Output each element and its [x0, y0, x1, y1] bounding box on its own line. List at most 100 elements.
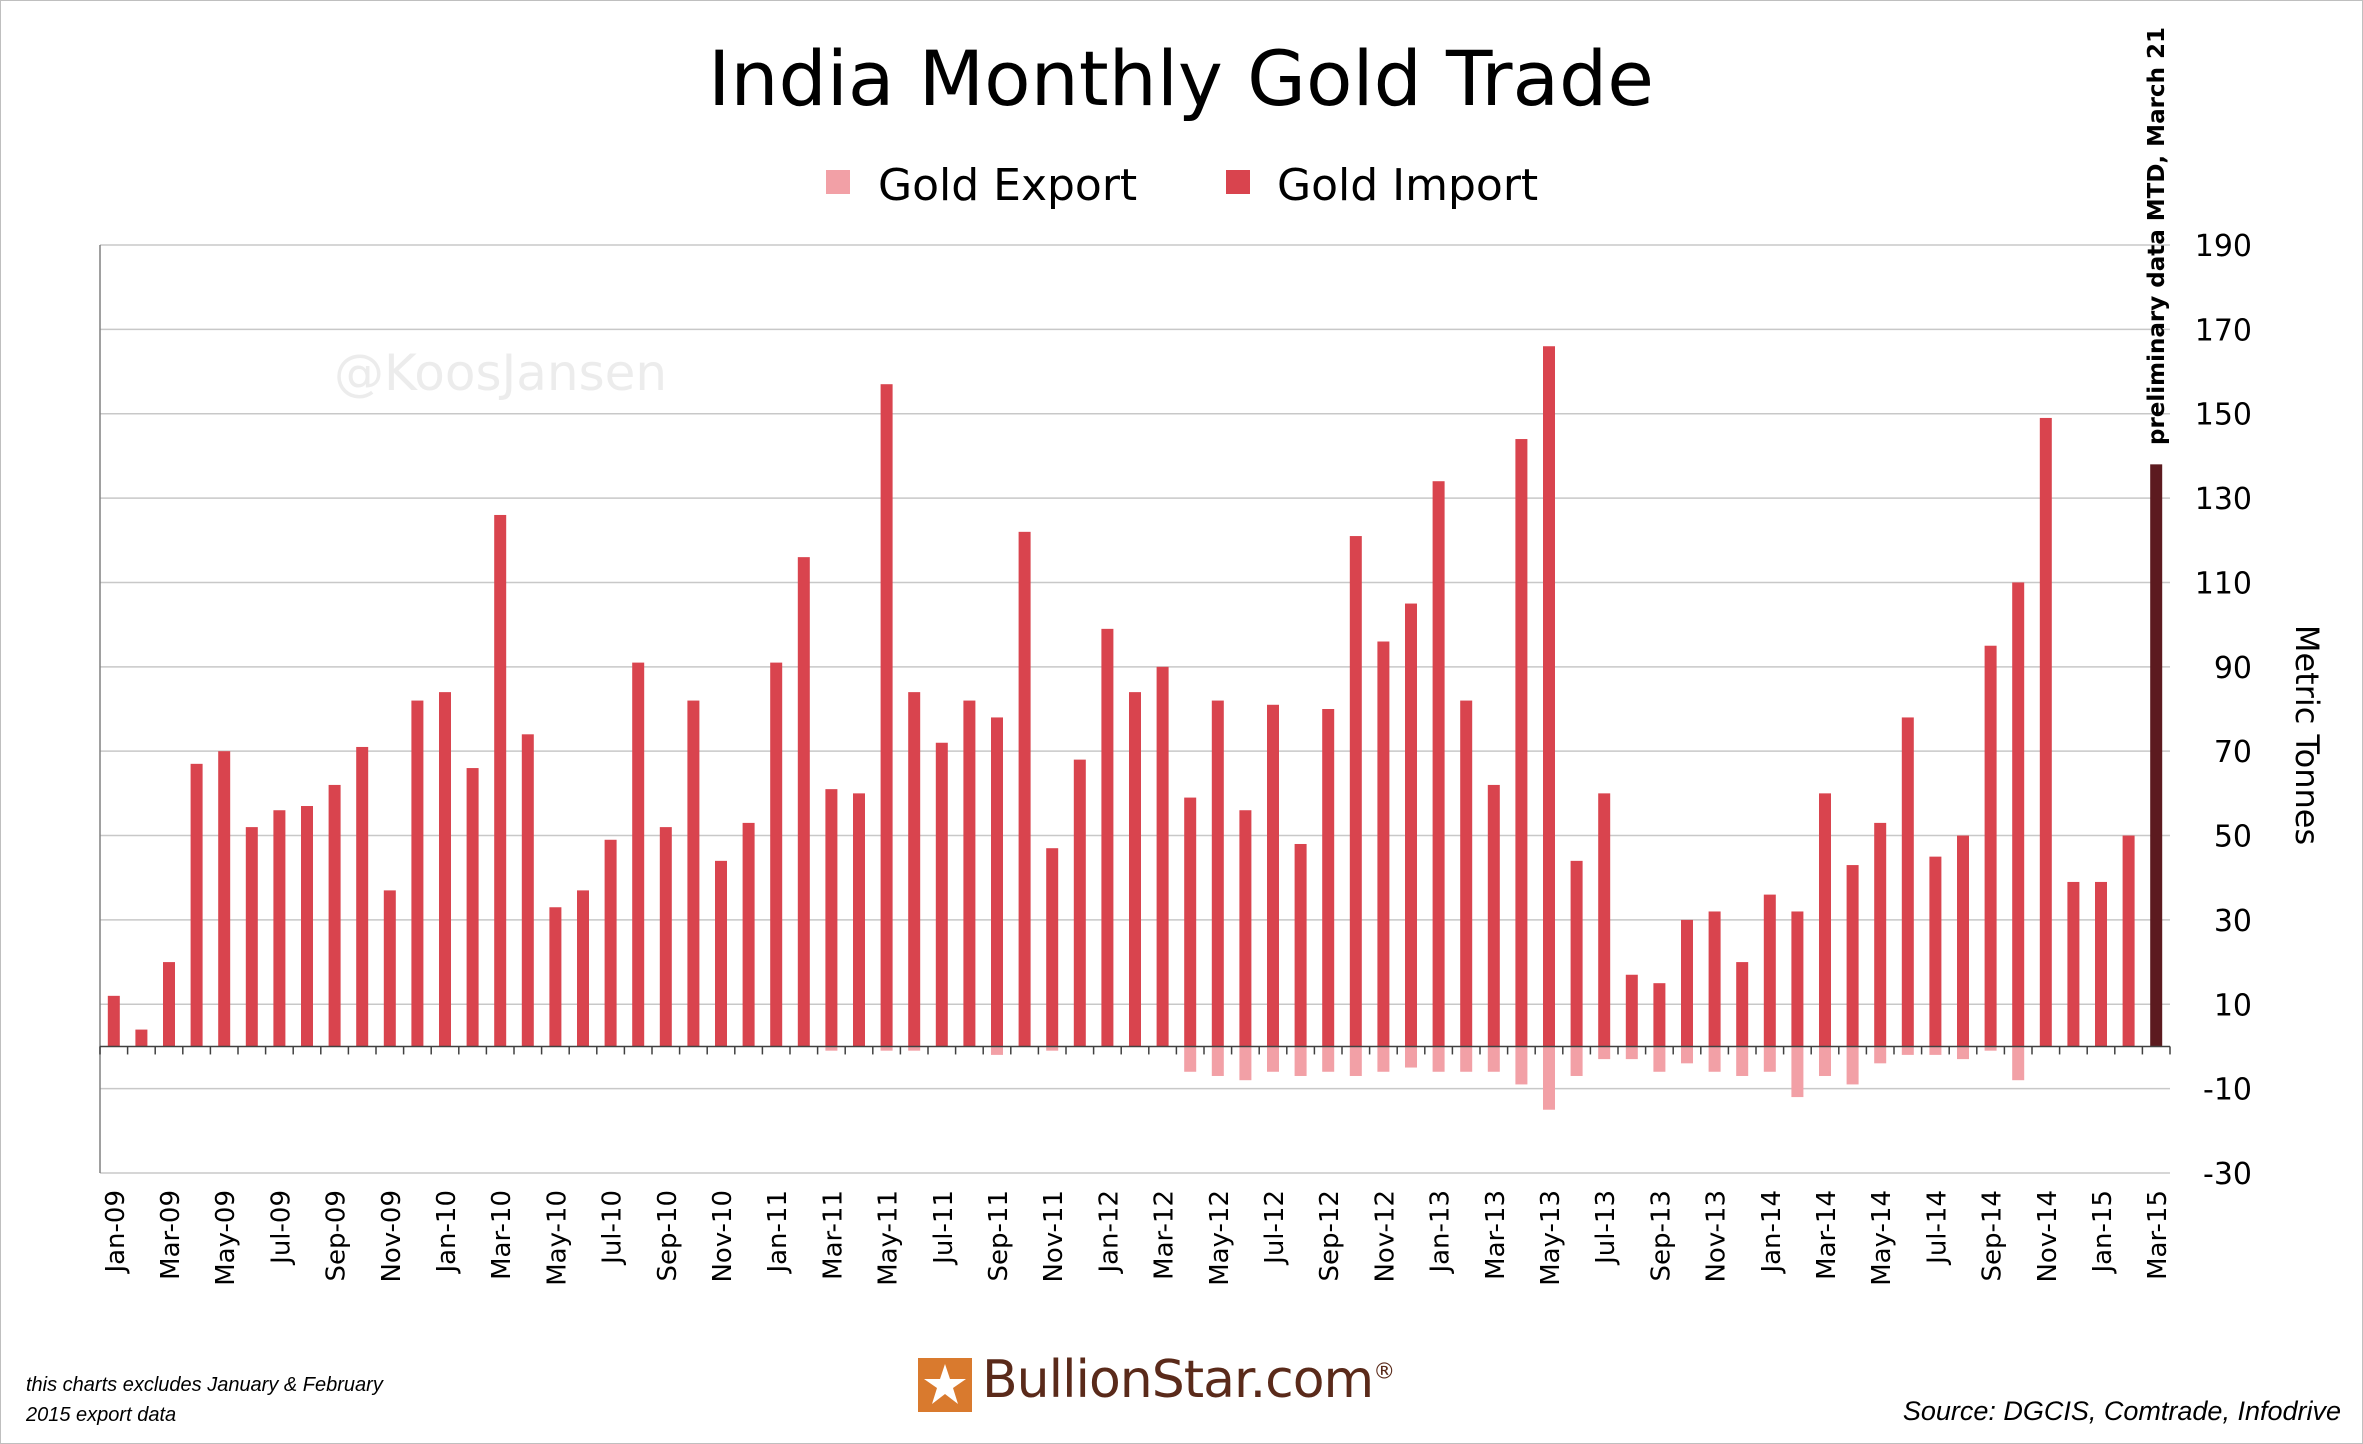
import-bar	[1211, 700, 1224, 1047]
export-bar	[1267, 1046, 1279, 1072]
import-bar	[466, 768, 479, 1047]
import-bar	[1570, 860, 1583, 1047]
import-bar	[604, 839, 617, 1047]
export-bar	[1846, 1046, 1859, 1085]
legend-label-export: Gold Export	[878, 160, 1137, 211]
export-bar	[1708, 1046, 1721, 1072]
import-bar	[770, 662, 783, 1047]
y-tick-label: -10	[2203, 1073, 2252, 1108]
import-bar	[991, 717, 1003, 1047]
x-tick-label: May-14	[1867, 1190, 1897, 1286]
import-bar	[411, 700, 424, 1047]
import-bar	[1929, 856, 1942, 1047]
x-tick-label: May-13	[1536, 1190, 1566, 1286]
bullionstar-star-icon	[918, 1358, 972, 1412]
watermark: @KoosJansen	[334, 344, 667, 402]
x-tick-label: Jan-10	[432, 1190, 462, 1275]
import-bar	[632, 662, 645, 1047]
import-bar	[2122, 835, 2135, 1047]
preliminary-data-annotation: preliminary data MTD, March 21	[2144, 27, 2170, 445]
import-bar	[1267, 704, 1279, 1047]
export-bar	[1460, 1046, 1473, 1072]
import-bar	[328, 784, 341, 1047]
x-tick-label: Sep-12	[1315, 1190, 1345, 1281]
x-tick-label: May-10	[542, 1190, 572, 1286]
import-bar	[135, 1029, 148, 1047]
x-tick-label: Mar-15	[2143, 1190, 2173, 1280]
y-tick-label: 30	[2214, 904, 2252, 939]
export-bar	[1377, 1046, 1390, 1072]
y-tick-label: 190	[2195, 229, 2252, 264]
x-tick-label: Nov-09	[377, 1190, 407, 1283]
legend: Gold Export Gold Import	[826, 160, 1538, 211]
export-bar	[1405, 1046, 1417, 1068]
x-tick-label: Jul-10	[598, 1190, 628, 1266]
export-bar	[1211, 1046, 1224, 1076]
import-bar	[301, 806, 313, 1047]
x-tick-label: Jan-11	[763, 1190, 793, 1275]
export-bar	[1570, 1046, 1583, 1076]
export-bar	[1653, 1046, 1666, 1072]
import-bar	[1322, 709, 1335, 1047]
import-bar	[1957, 835, 1969, 1047]
x-tick-label: Jul-09	[266, 1190, 296, 1266]
export-bar	[1046, 1046, 1059, 1051]
x-tick-label: Sep-11	[984, 1190, 1014, 1281]
export-bar	[1957, 1046, 1969, 1060]
import-bar	[687, 700, 700, 1047]
y-tick-label: 130	[2195, 482, 2252, 517]
x-tick-label: Mar-11	[818, 1190, 848, 1280]
y-tick-label: 50	[2214, 820, 2252, 855]
import-bar	[439, 692, 451, 1047]
x-tick-label: Jan-15	[2088, 1190, 2118, 1275]
x-tick-label: Jul-11	[929, 1190, 959, 1266]
export-bar	[1543, 1046, 1555, 1110]
y-tick-label: 110	[2195, 566, 2252, 601]
import-bar	[1018, 531, 1031, 1047]
source-note: Source: DGCIS, Comtrade, Infodrive	[1902, 1396, 2341, 1426]
x-tick-label: Jan-14	[1757, 1190, 1787, 1275]
import-bar	[549, 907, 562, 1047]
y-tick-label: -30	[2203, 1157, 2252, 1192]
import-bar	[1239, 810, 1252, 1047]
logo-text: BullionStar.com	[982, 1350, 1374, 1410]
x-tick-label: Mar-14	[1812, 1190, 1842, 1280]
x-tick-label: Jul-14	[1922, 1190, 1952, 1266]
import-bar	[1156, 666, 1169, 1047]
import-bar	[742, 822, 755, 1047]
x-tick-label: Sep-14	[1978, 1190, 2008, 1281]
export-bar	[1184, 1046, 1197, 1072]
y-tick-labels: -30 -10 10 30 50 70 90 110 130 150 170 190	[2195, 229, 2252, 1192]
x-tick-label: Nov-13	[1702, 1190, 1732, 1283]
import-bar	[1598, 793, 1611, 1047]
import-bar	[1901, 717, 1914, 1047]
footnote: this charts excludes January & February …	[26, 1374, 383, 1426]
y-axis-label: Metric Tonnes	[2288, 625, 2326, 845]
export-bar	[1487, 1046, 1500, 1072]
import-bar	[1625, 974, 1638, 1047]
export-bar	[1681, 1046, 1693, 1064]
import-bar	[521, 734, 534, 1047]
import-bar	[880, 384, 893, 1047]
import-bar	[1515, 439, 1528, 1047]
x-tick-label: Jan-12	[1094, 1190, 1124, 1275]
export-bar	[1929, 1046, 1942, 1055]
import-bar	[1184, 797, 1197, 1047]
import-bar	[797, 557, 810, 1047]
import-bar	[163, 962, 175, 1047]
import-bar	[715, 860, 727, 1047]
import-bar	[218, 751, 231, 1047]
import-bar	[1543, 346, 1555, 1047]
import-bar	[2039, 417, 2052, 1047]
import-bar	[1460, 700, 1473, 1047]
export-bar	[1349, 1046, 1362, 1076]
export-bar	[825, 1046, 838, 1051]
x-tick-label: Nov-14	[2033, 1190, 2063, 1283]
legend-swatch-export	[826, 170, 850, 194]
import-bar	[1984, 645, 1997, 1047]
import-bar	[356, 746, 369, 1047]
export-bar	[1598, 1046, 1611, 1060]
legend-swatch-import	[1226, 170, 1250, 194]
x-tick-label: Nov-10	[708, 1190, 738, 1283]
